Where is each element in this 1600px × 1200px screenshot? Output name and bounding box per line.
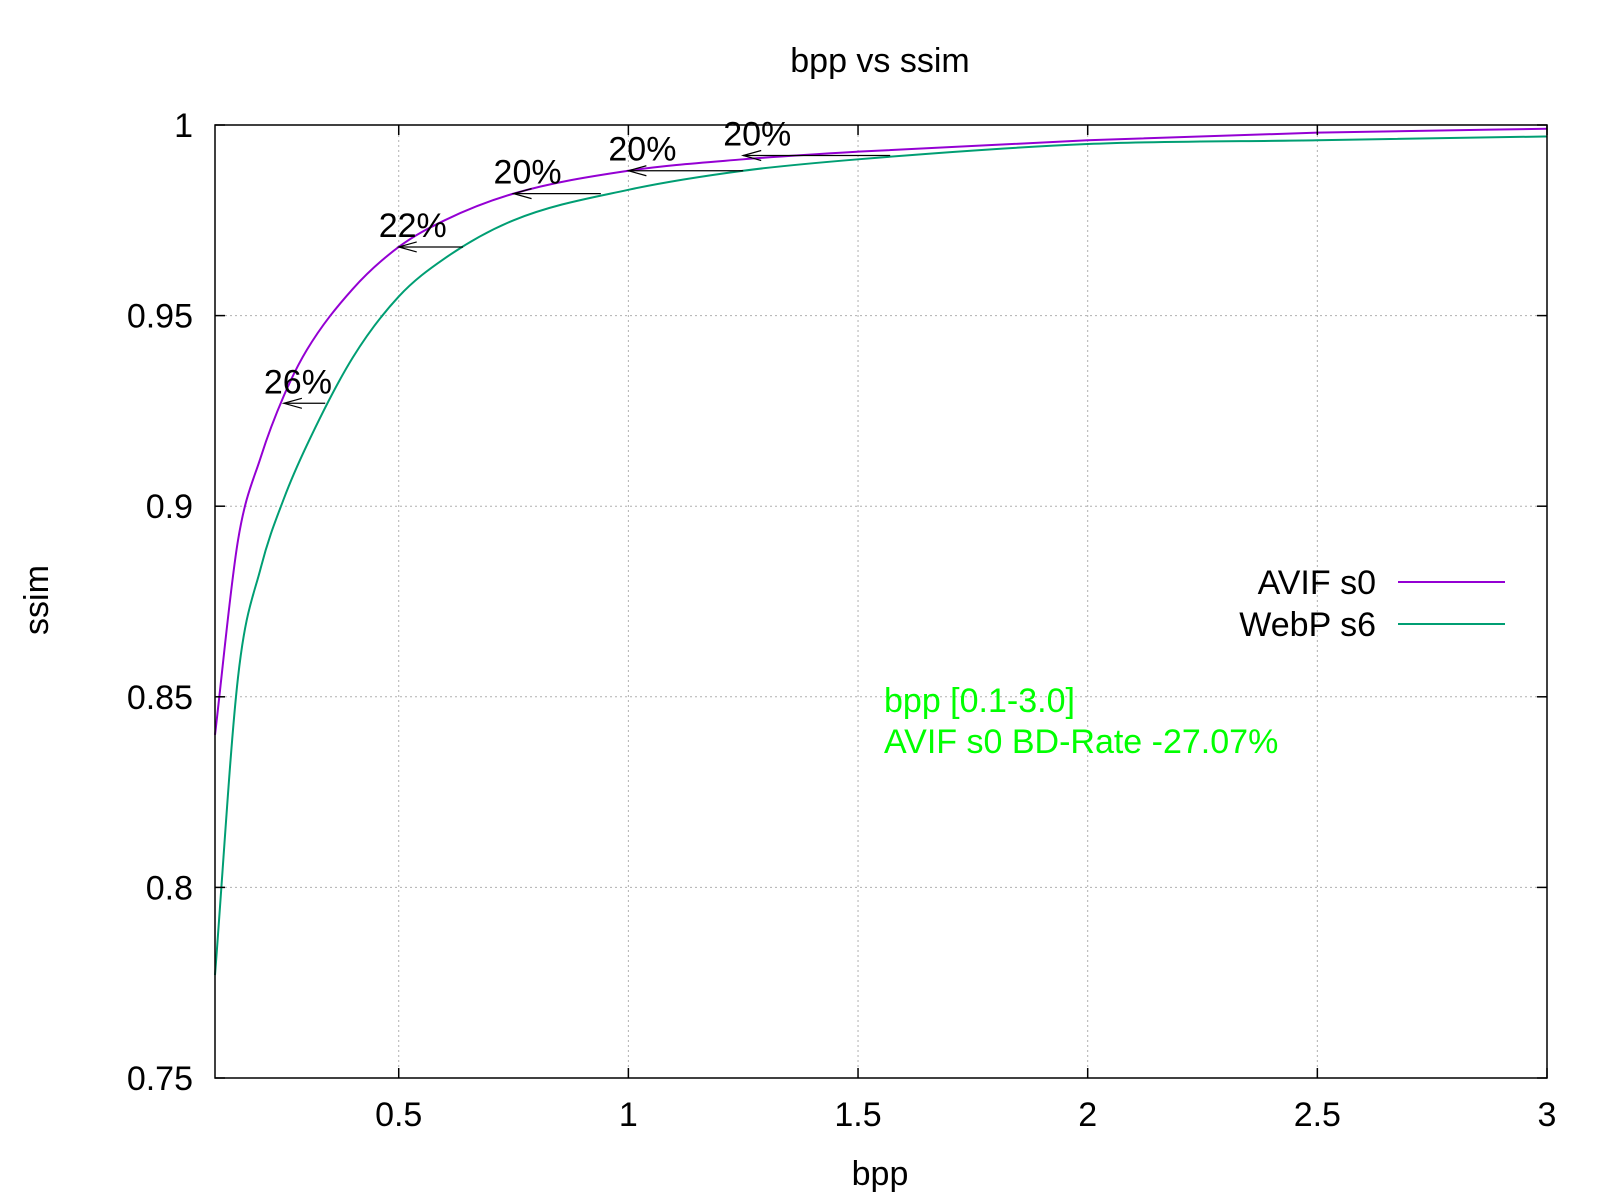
- axis-ticks: 0.5 1 1.5 2 2.5 3 0.75 0.8 0.85 0.9 0.95 1: [127, 107, 1557, 1134]
- y-tick-label: 1: [174, 107, 193, 145]
- annotation-label: 20%: [723, 115, 791, 153]
- bd-rate-info: bpp [0.1-3.0]AVIF s0 BD-Rate -27.07%: [884, 682, 1278, 761]
- y-tick-label: 0.9: [146, 488, 193, 526]
- annotations: 26% 22% 20% 20% 20%: [264, 115, 891, 409]
- chart-title: bpp vs ssim: [790, 42, 970, 80]
- y-tick-label: 0.95: [127, 298, 193, 336]
- series-layer: [214, 127, 1548, 976]
- annotation-arrowhead: [281, 397, 303, 409]
- plot-border: [214, 124, 1548, 1079]
- x-axis-label: bpp: [852, 1155, 909, 1193]
- annotation-label: 26%: [264, 363, 332, 401]
- info-line: AVIF s0 BD-Rate -27.07%: [884, 723, 1278, 761]
- x-tick-label: 1.5: [834, 1096, 881, 1134]
- legend: AVIF s0 WebP s6: [1239, 564, 1505, 644]
- y-tick-label: 0.85: [127, 679, 193, 717]
- x-tick-label: 3: [1538, 1096, 1557, 1134]
- series-line-1: [214, 135, 1548, 976]
- info-line: bpp [0.1-3.0]: [884, 682, 1075, 720]
- annotation-arrowhead: [396, 241, 417, 253]
- annotation-arrowhead: [740, 149, 762, 162]
- legend-label: WebP s6: [1239, 606, 1376, 644]
- legend-label: AVIF s0: [1258, 564, 1376, 602]
- y-tick-label: 0.75: [127, 1060, 193, 1098]
- annotation-arrowhead: [511, 188, 532, 200]
- annotation-label: 22%: [379, 207, 447, 245]
- annotation-label: 20%: [494, 154, 562, 192]
- x-tick-label: 1: [619, 1096, 638, 1134]
- x-tick-label: 2: [1078, 1096, 1097, 1134]
- y-axis-label: ssim: [18, 565, 56, 635]
- y-tick-label: 0.8: [146, 869, 193, 907]
- x-tick-label: 2.5: [1294, 1096, 1341, 1134]
- annotation-label: 20%: [608, 131, 676, 169]
- x-tick-label: 0.5: [375, 1096, 422, 1134]
- annotation-arrowhead: [626, 165, 647, 177]
